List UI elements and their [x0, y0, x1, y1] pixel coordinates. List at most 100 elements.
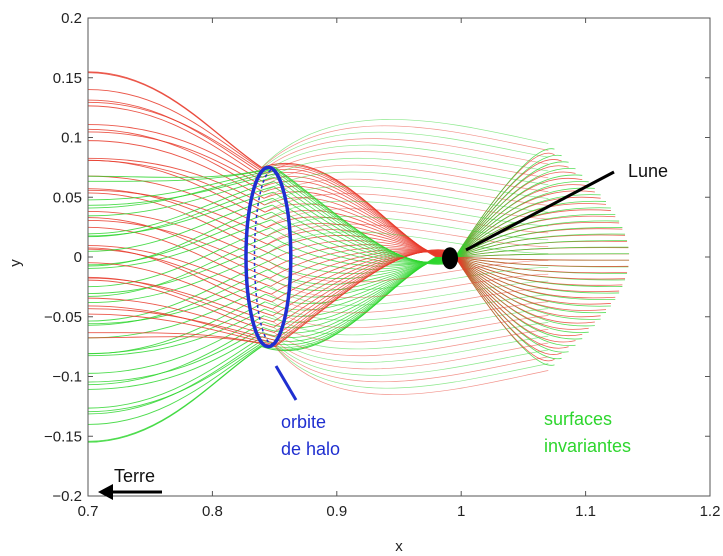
moon-pointer-line	[465, 170, 615, 252]
stable-manifold-trajectory	[269, 266, 549, 291]
stable-manifold-trajectory	[88, 327, 264, 383]
stable-manifold-trajectory	[88, 285, 267, 339]
stable-manifold-trajectory	[274, 167, 452, 265]
surfaces-label-line1: surfaces	[544, 409, 612, 429]
unstable-manifold-trajectory	[450, 251, 576, 343]
stable-manifold-trajectory	[450, 187, 595, 262]
stable-manifold-trajectory	[88, 211, 272, 266]
stable-manifold-trajectory	[88, 336, 263, 409]
stable-manifold-trajectory	[88, 339, 263, 415]
moon-marker	[442, 247, 459, 270]
stable-manifold-trajectory	[451, 227, 623, 259]
unstable-manifold-trajectory	[273, 328, 549, 356]
y-tick-label: 0.05	[53, 189, 82, 206]
halo-orbit-group	[244, 165, 293, 349]
unstable-manifold-trajectory	[450, 253, 607, 311]
unstable-manifold-trajectory	[262, 164, 549, 192]
stable-manifold-trajectory	[88, 168, 276, 201]
stable-manifold-trajectory	[88, 166, 276, 178]
stable-manifold-trajectory	[450, 174, 583, 262]
unstable-manifold-trajectory	[451, 253, 611, 305]
stable-manifold-trajectory	[88, 227, 271, 288]
unstable-manifold-trajectory	[273, 315, 549, 343]
y-tick-label: −0.1	[52, 369, 82, 386]
x-tick-label: 0.8	[202, 503, 223, 520]
axis-ticks: 0.7 0.8 0.9 1 1.1 1.2 0.2 0.15 0.1 0.05 0 −0.05 −0.1…	[44, 10, 720, 520]
unstable-manifold-trajectory	[88, 99, 263, 175]
x-tick-label: 0.9	[326, 503, 347, 520]
unstable-manifold-trajectory	[88, 248, 272, 303]
unstable-manifold-trajectory	[88, 124, 263, 182]
unstable-manifold-trajectory	[261, 125, 549, 169]
surfaces-label-line2: invariantes	[544, 436, 631, 456]
unstable-manifold-trajectory	[88, 245, 272, 295]
stable-manifold-trajectory	[450, 161, 569, 263]
unstable-manifold-trajectory	[268, 260, 549, 283]
unstable-manifold-trajectory	[262, 151, 549, 179]
unstable-manifold-trajectory	[450, 252, 583, 336]
y-tick-label: −0.15	[44, 428, 82, 445]
earth-label: Terre	[114, 466, 155, 486]
stable-manifold-trajectory	[450, 154, 562, 263]
y-tick-label: 0.2	[61, 10, 82, 27]
y-tick-label: 0.15	[53, 70, 82, 87]
stable-manifold-trajectory	[450, 252, 583, 340]
unstable-manifold-trajectory	[88, 313, 276, 346]
stable-manifold-trajectory	[88, 332, 263, 390]
stable-manifold-trajectory	[451, 233, 626, 259]
x-tick-label: 1.1	[575, 503, 596, 520]
moon-label: Lune	[628, 161, 668, 181]
unstable-manifold-trajectory	[88, 175, 267, 229]
unstable-manifold-trajectory	[274, 346, 549, 395]
stable-manifold-trajectory	[261, 131, 549, 170]
unstable-manifold-trajectory	[450, 251, 562, 355]
unstable-manifold-trajectory	[88, 72, 262, 169]
unstable-manifold-trajectory	[274, 339, 549, 370]
moon-group	[442, 247, 459, 270]
unstable-manifold-trajectory	[88, 279, 275, 333]
stable-manifold-trajectory	[262, 158, 549, 186]
stable-manifold-trajectory	[88, 243, 270, 295]
unstable-manifold-trajectory	[451, 256, 629, 267]
y-tick-label: 0.1	[61, 130, 82, 147]
unstable-manifold-trajectory	[88, 101, 263, 172]
stable-manifold-trajectory	[450, 181, 589, 262]
stable-manifold-trajectory	[451, 253, 630, 258]
unstable-manifold-trajectory	[88, 336, 276, 348]
x-axis-label: x	[395, 538, 403, 555]
halo-orbit-inner	[253, 169, 292, 345]
unstable-manifold-trajectory	[269, 273, 549, 298]
stable-manifold-trajectory	[450, 148, 555, 264]
stable-manifold-trajectory	[274, 342, 549, 376]
unstable-manifold-trajectory	[450, 252, 589, 330]
unstable-manifold-trajectory	[451, 255, 626, 280]
stable-manifold-trajectory	[88, 342, 263, 413]
y-tick-label: 0	[74, 249, 82, 266]
stable-manifold-trajectory	[88, 167, 276, 182]
unstable-manifold-trajectory	[451, 255, 628, 274]
unstable-manifold-trajectory	[451, 256, 630, 261]
unstable-manifold-trajectory	[88, 105, 263, 178]
stable-manifold-trajectory	[267, 231, 549, 254]
x-tick-label: 1	[457, 503, 465, 520]
unstable-manifold-trajectory	[270, 287, 549, 314]
unstable-manifold-trajectory	[88, 140, 265, 199]
halo-orbit	[244, 165, 293, 349]
unstable-manifold-trajectory	[88, 219, 270, 271]
unstable-manifold-trajectory	[88, 89, 263, 170]
unstable-manifold-trajectory	[88, 305, 275, 344]
unstable-manifold-trajectory	[450, 253, 601, 318]
unstable-manifold-trajectory	[451, 254, 616, 299]
stable-manifold-trajectory	[88, 176, 275, 217]
stable-manifold-trajectory	[272, 308, 549, 336]
unstable-manifold-trajectory	[274, 344, 549, 383]
stable-manifold-trajectory	[88, 346, 262, 443]
stable-manifold-trajectory	[273, 322, 549, 350]
stable-manifold-trajectory	[88, 219, 272, 269]
y-tick-label: −0.2	[52, 488, 82, 505]
halo-pointer-line	[274, 365, 298, 401]
unstable-manifold-trajectory	[451, 255, 623, 286]
unstable-manifold-trajectory	[88, 131, 264, 187]
stable-manifold-trajectory	[88, 235, 271, 297]
stable-manifold-trajectory	[88, 345, 262, 442]
